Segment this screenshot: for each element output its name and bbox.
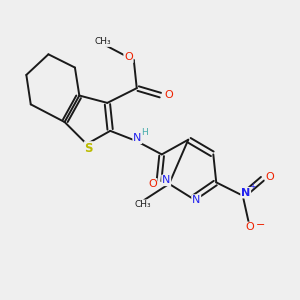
- Text: +: +: [249, 182, 255, 191]
- Text: H: H: [142, 128, 148, 137]
- Text: S: S: [85, 142, 93, 155]
- Text: O: O: [148, 179, 157, 189]
- Text: CH₃: CH₃: [94, 38, 111, 46]
- Text: CH₃: CH₃: [134, 200, 151, 209]
- Text: N: N: [133, 133, 142, 143]
- Text: N: N: [241, 188, 250, 198]
- Text: O: O: [124, 52, 133, 62]
- Text: −: −: [256, 220, 266, 230]
- Text: O: O: [164, 90, 172, 100]
- Text: O: O: [246, 222, 254, 233]
- Text: O: O: [266, 172, 274, 182]
- Text: N: N: [162, 175, 170, 185]
- Text: N: N: [192, 195, 200, 205]
